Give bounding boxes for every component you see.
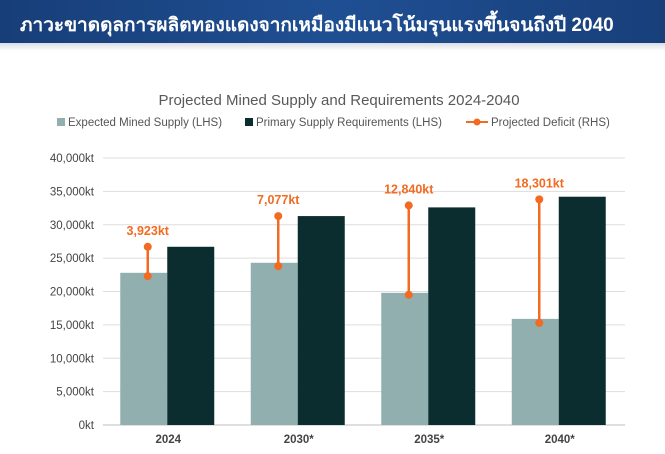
deficit-marker-bottom bbox=[274, 262, 283, 271]
deficit-marker-bottom bbox=[535, 318, 544, 327]
deficit-label: 12,840kt bbox=[384, 182, 434, 196]
deficit-marker-bottom bbox=[404, 290, 413, 299]
deficit-label: 3,923kt bbox=[127, 224, 170, 238]
x-tick-label: 2030* bbox=[284, 434, 315, 446]
bar-mined-supply bbox=[381, 292, 429, 425]
y-tick-label: 5,000kt bbox=[56, 387, 95, 399]
banner-shadow bbox=[0, 43, 665, 51]
deficit-marker-top bbox=[404, 201, 413, 210]
y-tick-label: 40,000kt bbox=[50, 153, 95, 165]
bar-mined-supply bbox=[511, 318, 559, 425]
bar-supply-requirements bbox=[558, 196, 606, 425]
bar-supply-requirements bbox=[167, 246, 215, 425]
x-tick-label: 2040* bbox=[545, 434, 576, 446]
legend-marker-deficit bbox=[473, 118, 481, 126]
y-tick-label: 0kt bbox=[79, 420, 95, 432]
legend-label-mined: Expected Mined Supply (LHS) bbox=[68, 117, 222, 129]
deficit-marker-bottom bbox=[143, 272, 152, 281]
x-tick-label: 2024 bbox=[155, 434, 181, 446]
y-tick-label: 30,000kt bbox=[50, 220, 95, 232]
banner-title: ภาวะขาดดุลการผลิตทองแดงจากเหมืองมีแนวโน้… bbox=[0, 0, 665, 43]
legend-label-deficit: Projected Deficit (RHS) bbox=[491, 117, 610, 129]
y-tick-label: 25,000kt bbox=[50, 253, 95, 265]
y-tick-label: 10,000kt bbox=[50, 353, 95, 365]
y-tick-label: 15,000kt bbox=[50, 320, 95, 332]
bar-supply-requirements bbox=[428, 207, 476, 425]
legend-swatch-requirements bbox=[245, 118, 253, 126]
bar-mined-supply bbox=[120, 272, 168, 425]
chart-title: Projected Mined Supply and Requirements … bbox=[158, 92, 519, 109]
deficit-label: 18,301kt bbox=[515, 176, 565, 190]
deficit-label: 7,077kt bbox=[257, 193, 300, 207]
bar-supply-requirements bbox=[297, 216, 345, 425]
bar-mined-supply bbox=[250, 262, 298, 425]
y-tick-label: 35,000kt bbox=[50, 186, 95, 198]
y-tick-label: 20,000kt bbox=[50, 287, 95, 299]
legend-swatch-mined bbox=[57, 118, 65, 126]
deficit-marker-top bbox=[143, 242, 152, 251]
deficit-marker-top bbox=[535, 195, 544, 204]
x-tick-label: 2035* bbox=[414, 434, 445, 446]
deficit-marker-top bbox=[274, 212, 283, 221]
legend-label-requirements: Primary Supply Requirements (LHS) bbox=[256, 117, 442, 129]
